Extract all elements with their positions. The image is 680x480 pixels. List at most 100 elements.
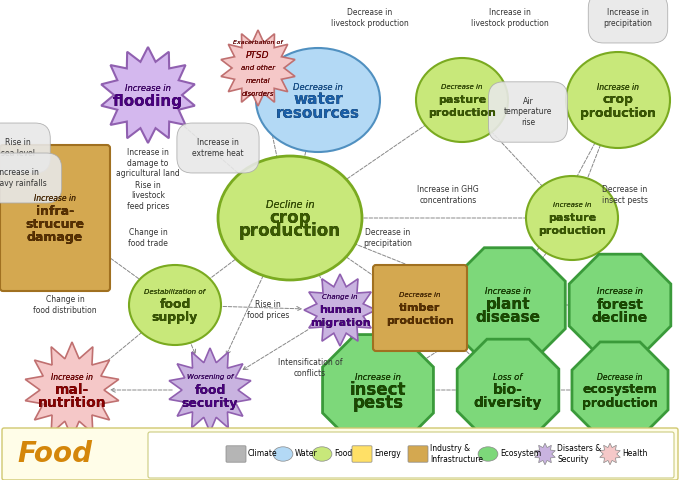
Text: PTSD: PTSD: [246, 50, 270, 60]
Text: damage: damage: [27, 231, 83, 244]
Text: disease: disease: [475, 311, 541, 325]
Text: Increase in: Increase in: [597, 83, 639, 92]
Text: Decline in: Decline in: [266, 200, 314, 210]
Text: security: security: [182, 396, 238, 409]
Text: infra-: infra-: [36, 205, 74, 218]
Text: Decrease in: Decrease in: [441, 84, 483, 90]
Text: Disasters &
Security: Disasters & Security: [557, 444, 601, 464]
Text: timber: timber: [399, 303, 441, 313]
Text: mental: mental: [245, 78, 271, 84]
Text: crop: crop: [602, 94, 634, 107]
Text: migration: migration: [309, 318, 371, 328]
Ellipse shape: [218, 156, 362, 280]
Text: Ecosystem: Ecosystem: [500, 449, 541, 458]
Text: disorders: disorders: [242, 91, 274, 97]
Text: Increase in: Increase in: [485, 288, 531, 297]
Text: Change in: Change in: [322, 294, 358, 300]
Text: pasture: pasture: [548, 213, 596, 223]
Ellipse shape: [312, 447, 332, 461]
Ellipse shape: [566, 52, 670, 148]
Text: disease: disease: [475, 311, 541, 325]
Text: Increase in
extreme heat: Increase in extreme heat: [192, 138, 244, 158]
Text: food: food: [159, 299, 190, 312]
Text: water: water: [293, 93, 343, 108]
Text: diversity: diversity: [474, 396, 542, 410]
Text: Decrease in
precipitation: Decrease in precipitation: [364, 228, 413, 248]
Text: Increase in: Increase in: [51, 372, 93, 382]
Text: Change in: Change in: [322, 294, 358, 300]
Text: Increase in: Increase in: [34, 194, 76, 203]
Text: Worsening of: Worsening of: [187, 374, 233, 380]
Polygon shape: [169, 348, 251, 432]
Text: production: production: [239, 222, 341, 240]
Text: and other: and other: [241, 65, 275, 71]
Text: security: security: [182, 396, 238, 409]
Text: Food: Food: [18, 440, 92, 468]
Text: production: production: [582, 396, 658, 409]
Text: strucure: strucure: [25, 218, 84, 231]
Text: production: production: [386, 316, 454, 326]
Text: forest: forest: [596, 298, 643, 312]
Text: Decrease in: Decrease in: [441, 84, 483, 90]
Text: decline: decline: [592, 311, 648, 325]
Text: Air
temperature
rise: Air temperature rise: [504, 97, 552, 127]
Text: flooding: flooding: [113, 94, 183, 109]
Text: insect: insect: [350, 381, 406, 399]
Text: water: water: [293, 93, 343, 108]
Text: Destabilization of: Destabilization of: [144, 289, 205, 295]
Text: Increase in: Increase in: [125, 84, 171, 93]
Text: Food: Food: [334, 449, 352, 458]
Text: strucure: strucure: [25, 218, 84, 231]
Text: and other: and other: [241, 65, 275, 71]
Text: Rise in
sea level: Rise in sea level: [1, 138, 35, 158]
Ellipse shape: [478, 447, 498, 461]
Text: crop: crop: [269, 209, 311, 227]
Text: Rise in
food prices: Rise in food prices: [247, 300, 289, 320]
Text: plant: plant: [486, 298, 530, 312]
Text: migration: migration: [309, 318, 371, 328]
Text: Increase in: Increase in: [355, 372, 401, 382]
Ellipse shape: [129, 265, 221, 345]
Text: Destabilization of: Destabilization of: [144, 289, 205, 295]
FancyBboxPatch shape: [148, 432, 674, 478]
Text: Increase in
livestock production: Increase in livestock production: [471, 8, 549, 28]
Text: Increase in
precipitation: Increase in precipitation: [604, 8, 652, 28]
Text: human: human: [319, 305, 361, 315]
Text: plant: plant: [486, 298, 530, 312]
Text: Change in
food distribution: Change in food distribution: [33, 295, 97, 315]
Polygon shape: [600, 443, 620, 465]
Text: production: production: [580, 107, 656, 120]
Text: Energy: Energy: [374, 449, 401, 458]
Text: Decrease in: Decrease in: [293, 83, 343, 92]
Text: supply: supply: [152, 312, 198, 324]
Text: production: production: [538, 226, 606, 236]
Text: Increase in GHG
concentrations: Increase in GHG concentrations: [417, 185, 479, 204]
Text: Increase in: Increase in: [485, 288, 531, 297]
Text: PTSD: PTSD: [246, 50, 270, 60]
Text: Water: Water: [295, 449, 318, 458]
Text: decline: decline: [592, 311, 648, 325]
Text: Loss of: Loss of: [494, 372, 523, 382]
FancyBboxPatch shape: [373, 265, 467, 351]
Polygon shape: [221, 30, 295, 106]
Text: Decline in: Decline in: [266, 200, 314, 210]
Text: resources: resources: [276, 106, 360, 120]
Text: damage: damage: [27, 231, 83, 244]
Polygon shape: [304, 274, 376, 346]
Text: Health: Health: [622, 449, 647, 458]
Text: pasture: pasture: [438, 95, 486, 105]
Text: Decrease in: Decrease in: [597, 372, 643, 382]
Text: Decrease in: Decrease in: [293, 83, 343, 92]
Text: ecosystem: ecosystem: [583, 384, 658, 396]
Text: production: production: [538, 226, 606, 236]
Text: Exacerbation of: Exacerbation of: [233, 39, 283, 45]
Polygon shape: [572, 342, 668, 438]
Polygon shape: [451, 248, 565, 362]
Text: production: production: [386, 316, 454, 326]
Text: Worsening of: Worsening of: [187, 374, 233, 380]
Text: human: human: [319, 305, 361, 315]
Text: food: food: [194, 384, 226, 396]
Text: forest: forest: [596, 298, 643, 312]
Text: pests: pests: [352, 394, 403, 412]
Text: food: food: [194, 384, 226, 396]
